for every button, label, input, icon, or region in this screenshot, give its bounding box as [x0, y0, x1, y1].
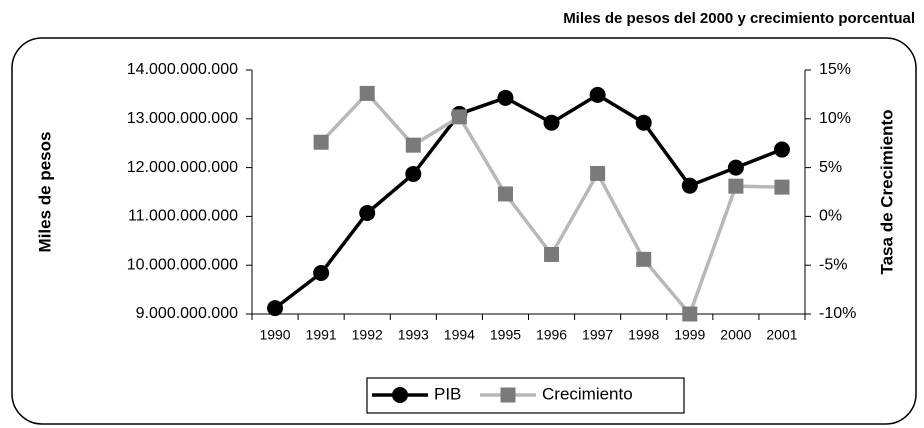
data-point	[681, 177, 698, 194]
y2-tick-label: 10%	[819, 110, 851, 127]
data-point	[313, 265, 330, 282]
data-point	[727, 159, 744, 176]
y-tick-label: 12.000.000.000	[127, 159, 238, 176]
y2-axis-label: Tasa de Crecimiento	[877, 109, 896, 274]
data-point	[359, 204, 376, 221]
x-tick-label: 1995	[490, 327, 521, 343]
data-point	[451, 109, 467, 125]
y-tick-label: 10.000.000.000	[127, 256, 238, 273]
legend-label: PIB	[434, 384, 461, 403]
data-point	[267, 300, 284, 317]
x-tick-label: 1997	[582, 327, 613, 343]
data-point	[497, 89, 514, 106]
y-tick-label: 9.000.000.000	[136, 305, 238, 322]
x-tick-label: 1992	[352, 327, 383, 343]
data-point	[497, 186, 513, 202]
y2-tick-label: 15%	[819, 61, 851, 78]
data-point	[589, 86, 606, 103]
y-tick-label: 13.000.000.000	[127, 110, 238, 127]
x-tick-label: 1994	[444, 327, 475, 343]
y-axis-label: Miles de pesos	[35, 132, 54, 253]
data-point	[728, 178, 744, 194]
data-point	[359, 85, 375, 101]
data-point	[773, 141, 790, 158]
data-point	[636, 251, 652, 267]
x-tick-label: 1991	[306, 327, 337, 343]
data-point	[313, 134, 329, 150]
legend-marker	[500, 387, 516, 403]
x-tick-label: 1996	[536, 327, 567, 343]
data-point	[590, 165, 606, 181]
data-point	[682, 306, 698, 322]
data-point	[543, 114, 560, 131]
legend-marker	[392, 387, 408, 403]
y-tick-label: 14.000.000.000	[127, 61, 238, 78]
data-point	[544, 246, 560, 262]
y2-tick-label: 5%	[819, 159, 842, 176]
y2-tick-label: 0%	[819, 208, 842, 225]
y-tick-label: 11.000.000.000	[128, 208, 238, 225]
y2-tick-label: -10%	[819, 305, 856, 322]
y2-tick-label: -5%	[819, 256, 847, 273]
legend-label: Crecimiento	[542, 384, 633, 403]
x-tick-label: 1990	[259, 327, 290, 343]
x-tick-label: 2000	[720, 327, 751, 343]
data-point	[635, 114, 652, 131]
series-line	[273, 93, 783, 310]
x-tick-label: 1999	[674, 327, 705, 343]
x-tick-label: 1993	[398, 327, 429, 343]
x-tick-label: 1998	[628, 327, 659, 343]
x-tick-label: 2001	[766, 327, 797, 343]
chart-title: Miles de pesos del 2000 y crecimiento po…	[563, 10, 915, 27]
data-point	[405, 137, 421, 153]
chart-frame	[11, 37, 917, 425]
data-point	[774, 179, 790, 195]
data-point	[405, 165, 422, 182]
